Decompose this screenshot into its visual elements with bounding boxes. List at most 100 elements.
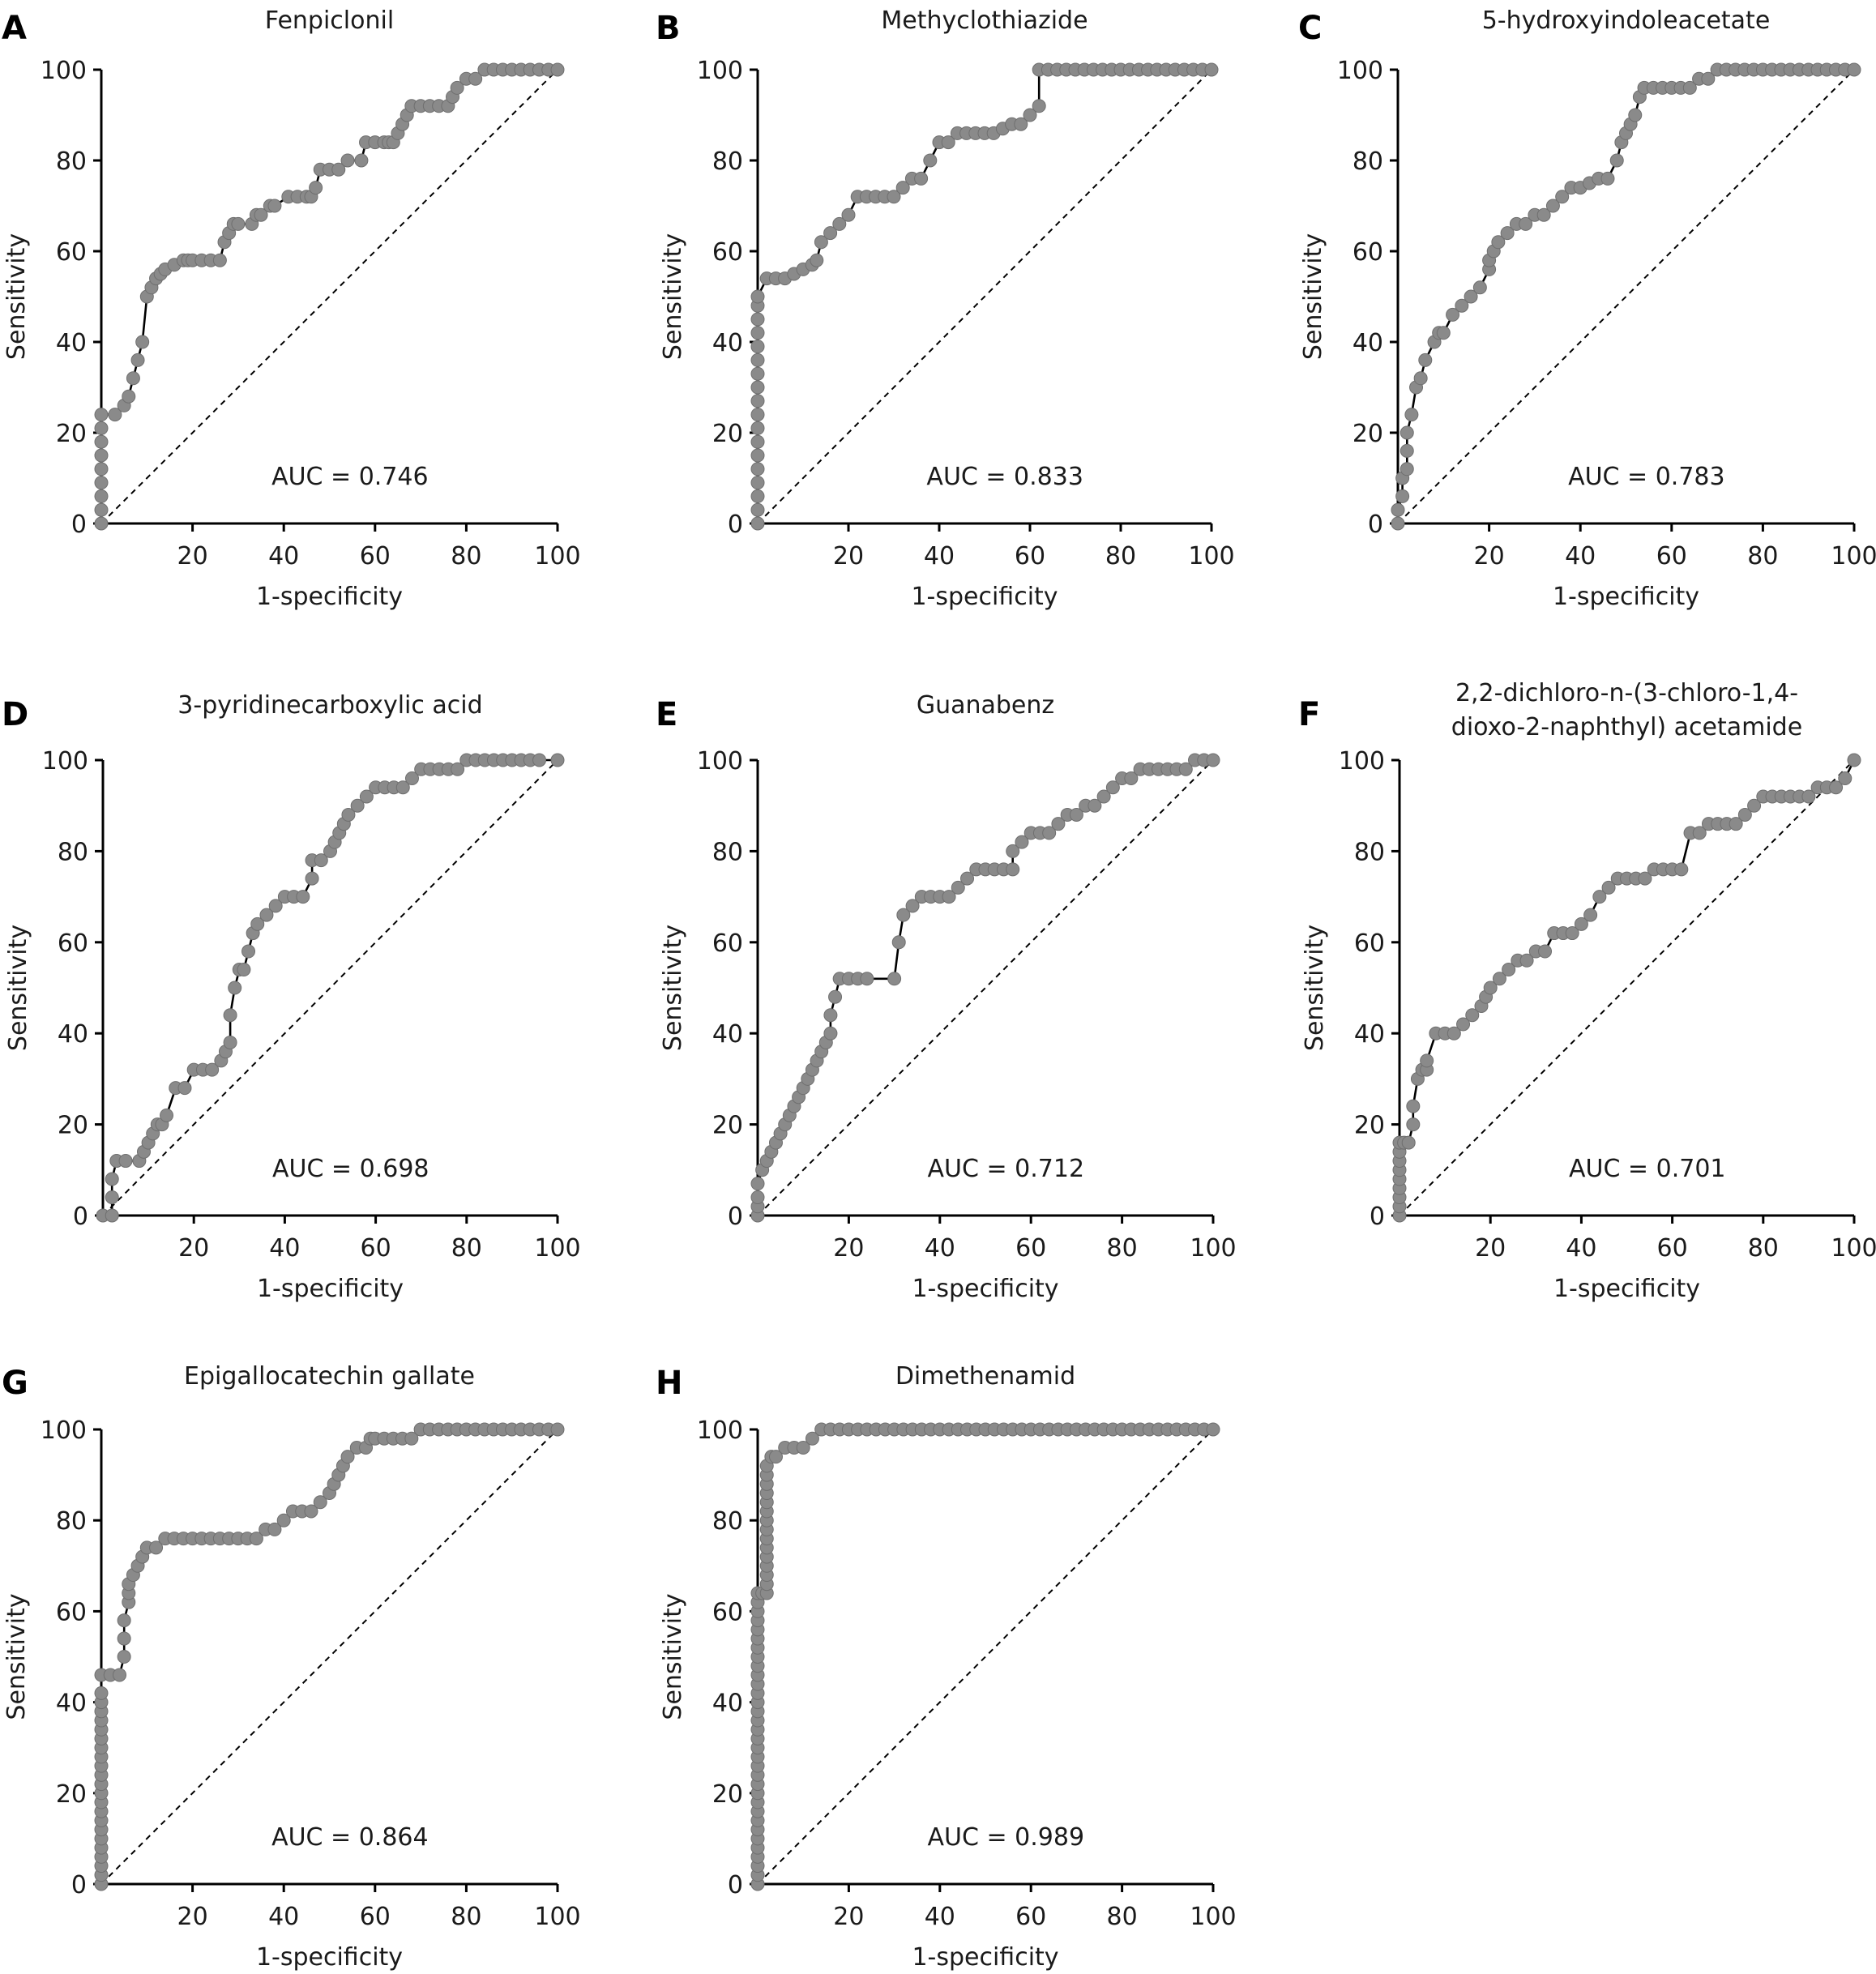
roc-point xyxy=(905,899,920,913)
roc-point xyxy=(1609,153,1624,168)
roc-point xyxy=(750,380,765,395)
auc-annotation: AUC = 0.712 xyxy=(928,1155,1085,1183)
roc-point xyxy=(891,935,906,950)
roc-point xyxy=(395,780,410,795)
x-tick-label: 20 xyxy=(177,542,208,570)
y-tick-label: 0 xyxy=(728,1871,743,1899)
x-tick-label: 40 xyxy=(925,1234,955,1263)
roc-point xyxy=(750,1190,765,1205)
x-tick-label: 100 xyxy=(1831,1234,1876,1263)
y-tick-label: 20 xyxy=(1353,420,1383,448)
x-tick-label: 60 xyxy=(360,1903,391,1931)
roc-point xyxy=(1204,62,1219,77)
roc-point xyxy=(108,408,122,422)
roc-point xyxy=(750,421,765,435)
roc-point xyxy=(94,516,109,531)
roc-point xyxy=(1829,780,1844,795)
panel-letter: F xyxy=(1298,696,1320,733)
roc-point xyxy=(1492,972,1506,986)
y-tick-label: 80 xyxy=(58,838,88,866)
roc-point xyxy=(1674,862,1689,877)
roc-point xyxy=(1178,762,1193,776)
x-tick-label: 60 xyxy=(1656,542,1687,570)
roc-point xyxy=(923,153,938,168)
auc-annotation: AUC = 0.989 xyxy=(928,1823,1085,1852)
roc-point xyxy=(1006,862,1020,877)
roc-point xyxy=(1069,807,1083,822)
roc-point xyxy=(250,916,265,931)
chart-title: Fenpiclonil xyxy=(265,6,394,35)
roc-point xyxy=(1014,117,1028,131)
x-axis-label: 1-specificity xyxy=(257,1275,404,1303)
x-tick-label: 40 xyxy=(269,1234,300,1263)
roc-point xyxy=(331,162,346,177)
roc-point xyxy=(1015,835,1029,849)
roc-point xyxy=(1465,1008,1480,1023)
y-tick-label: 60 xyxy=(56,238,87,267)
y-tick-label: 40 xyxy=(1353,329,1383,357)
auc-annotation: AUC = 0.864 xyxy=(271,1823,429,1852)
y-tick-label: 80 xyxy=(1354,838,1385,866)
roc-point xyxy=(1400,443,1414,458)
x-axis-label: 1-specificity xyxy=(912,1943,1058,1972)
y-axis-label: Sensitivity xyxy=(1299,233,1327,360)
x-tick-label: 60 xyxy=(361,1234,391,1263)
roc-point xyxy=(860,972,874,986)
roc-point xyxy=(228,981,242,995)
roc-point xyxy=(768,1450,783,1464)
roc-point xyxy=(267,1522,282,1536)
y-tick-label: 60 xyxy=(712,929,743,958)
roc-point xyxy=(1455,298,1469,313)
roc-point xyxy=(254,207,268,222)
y-tick-label: 40 xyxy=(1354,1020,1385,1049)
x-tick-label: 100 xyxy=(534,1903,580,1931)
roc-point xyxy=(149,1540,164,1555)
roc-point xyxy=(1519,953,1534,968)
roc-point xyxy=(1420,1053,1434,1068)
x-tick-label: 20 xyxy=(1475,1234,1506,1263)
y-tick-label: 40 xyxy=(56,329,87,357)
chart-title: Dimethenamid xyxy=(895,1362,1075,1391)
y-tick-label: 60 xyxy=(712,238,743,267)
y-tick-label: 20 xyxy=(56,1780,87,1809)
chance-diagonal xyxy=(100,1429,558,1885)
roc-point xyxy=(750,462,765,476)
roc-panel-h: H Dimethenamid 0 20 40 60 80 100 20 40 60 80 100 1-sp… xyxy=(656,1362,1237,1972)
roc-point xyxy=(94,476,109,490)
roc-point xyxy=(223,1008,237,1023)
y-tick-label: 100 xyxy=(697,1416,743,1445)
y-axis-label: Sensitivity xyxy=(1301,925,1329,1051)
panel-letter: A xyxy=(2,10,27,47)
y-tick-label: 0 xyxy=(1368,511,1383,539)
x-tick-label: 40 xyxy=(1566,1234,1596,1263)
chance-diagonal xyxy=(102,759,558,1216)
roc-point xyxy=(340,1450,355,1464)
x-tick-label: 100 xyxy=(534,1234,580,1263)
panel-letter: D xyxy=(2,696,28,733)
roc-point xyxy=(117,1631,131,1646)
panel-letter: B xyxy=(656,10,681,47)
roc-point xyxy=(750,408,765,422)
roc-point xyxy=(750,312,765,327)
roc-point xyxy=(1491,235,1506,250)
auc-annotation: AUC = 0.783 xyxy=(1568,463,1725,491)
roc-point xyxy=(135,335,150,349)
roc-point xyxy=(1401,1135,1416,1150)
roc-point xyxy=(105,1190,119,1205)
roc-point xyxy=(887,190,901,204)
roc-point xyxy=(1555,190,1570,204)
x-tick-label: 20 xyxy=(833,1903,864,1931)
roc-point xyxy=(1472,280,1487,295)
roc-point xyxy=(313,1495,327,1510)
chance-diagonal xyxy=(757,759,1214,1216)
y-axis-label: Sensitivity xyxy=(659,925,687,1051)
roc-point xyxy=(451,762,465,776)
chart-title: Epigallocatechin gallate xyxy=(184,1362,475,1391)
roc-point xyxy=(94,448,109,463)
roc-point xyxy=(750,394,765,408)
panel-letter: E xyxy=(656,696,677,733)
roc-point xyxy=(550,62,565,77)
roc-point xyxy=(205,1062,220,1077)
x-axis-label: 1-specificity xyxy=(256,583,403,611)
